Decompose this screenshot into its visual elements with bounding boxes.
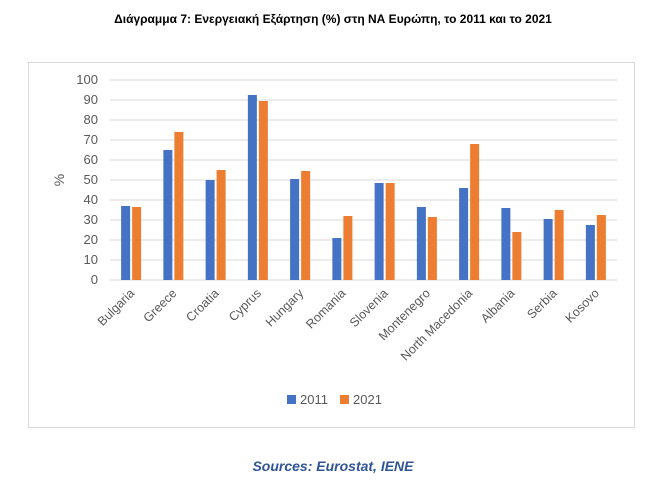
x-tick-label: Kosovo xyxy=(563,286,602,325)
x-tick-label: Greece xyxy=(141,286,180,325)
bar-2011 xyxy=(501,208,511,280)
y-tick-label: 40 xyxy=(84,192,98,207)
bar-2011 xyxy=(332,238,342,280)
bar-2021 xyxy=(216,170,226,280)
bar-2021 xyxy=(512,232,522,280)
bar-2021 xyxy=(343,216,353,280)
bar-2011 xyxy=(290,179,300,280)
x-tick-label: Romania xyxy=(303,286,348,331)
y-tick-label: 100 xyxy=(76,72,98,87)
x-tick-label: Croatia xyxy=(183,286,221,324)
x-tick-label: Bulgaria xyxy=(95,286,137,328)
x-tick-label: Serbia xyxy=(524,286,559,321)
x-tick-label: Hungary xyxy=(263,286,307,330)
bar-2021 xyxy=(258,101,268,280)
legend-label: 2011 xyxy=(300,392,328,407)
bar-2021 xyxy=(554,210,564,280)
bar-2011 xyxy=(416,207,426,280)
y-tick-label: 10 xyxy=(84,252,98,267)
x-tick-label: North Macedonia xyxy=(398,286,475,363)
x-tick-label: Slovenia xyxy=(347,286,391,330)
y-tick-label: 0 xyxy=(91,272,98,287)
chart-title: Διάγραμμα 7: Ενεργειακή Εξάρτηση (%) στη… xyxy=(114,12,552,26)
legend-swatch-2011 xyxy=(287,395,296,404)
x-tick-label: Albania xyxy=(478,286,517,325)
bar-2021 xyxy=(385,183,395,280)
y-tick-label: 70 xyxy=(84,132,98,147)
bar-2011 xyxy=(205,180,215,280)
y-tick-label: 50 xyxy=(84,172,98,187)
bar-2011 xyxy=(121,206,131,280)
y-axis-label: % xyxy=(51,174,67,186)
bar-2011 xyxy=(163,150,173,280)
y-tick-label: 80 xyxy=(84,112,98,127)
legend-label: 2021 xyxy=(353,392,382,407)
bar-2011 xyxy=(374,183,384,280)
bar-2021 xyxy=(132,207,142,280)
x-tick-label: Cyprus xyxy=(226,286,264,324)
bar-2021 xyxy=(470,144,480,280)
y-tick-label: 20 xyxy=(84,232,98,247)
bar-2011 xyxy=(247,95,257,280)
legend-swatch-2021 xyxy=(340,395,349,404)
source-note: Sources: Eurostat, IENE xyxy=(252,458,414,474)
y-tick-label: 30 xyxy=(84,212,98,227)
bar-2011 xyxy=(459,188,469,280)
bar-2011 xyxy=(585,225,595,280)
bar-2021 xyxy=(427,217,437,280)
bar-2011 xyxy=(543,219,553,280)
bar-2021 xyxy=(301,171,311,280)
y-tick-label: 90 xyxy=(84,92,98,107)
bar-2021 xyxy=(596,215,606,280)
y-tick-label: 60 xyxy=(84,152,98,167)
bar-2021 xyxy=(174,132,184,280)
